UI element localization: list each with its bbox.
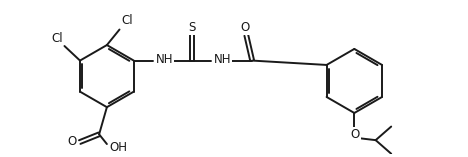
Text: NH: NH <box>156 53 174 66</box>
Text: OH: OH <box>110 141 128 154</box>
Text: Cl: Cl <box>51 32 63 45</box>
Text: O: O <box>351 128 360 141</box>
Text: O: O <box>67 135 77 148</box>
Text: NH: NH <box>214 53 232 66</box>
Text: S: S <box>188 21 196 34</box>
Text: Cl: Cl <box>122 14 133 27</box>
Text: O: O <box>241 21 250 34</box>
